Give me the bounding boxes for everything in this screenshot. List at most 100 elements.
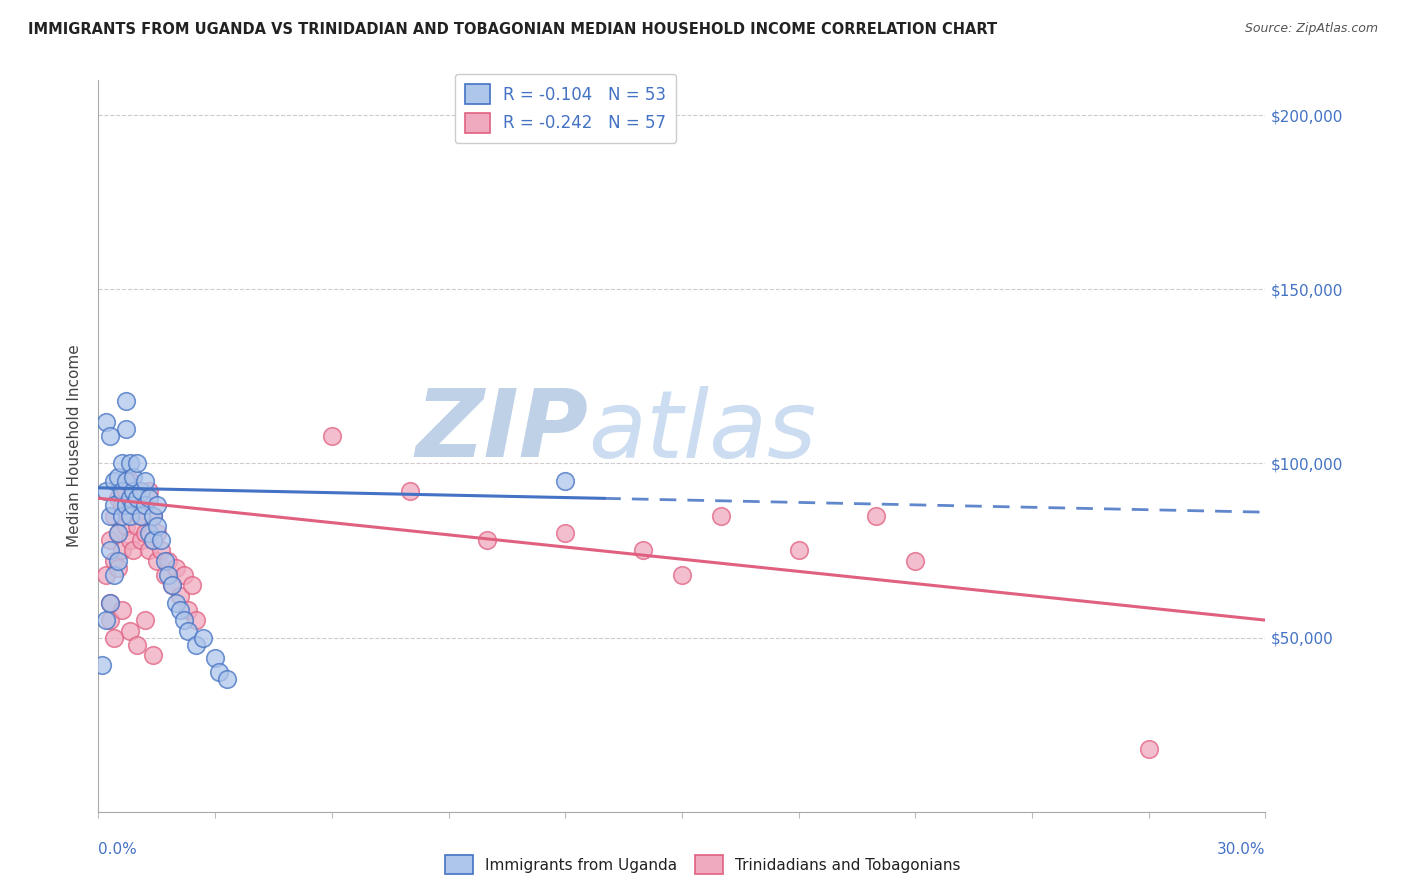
Point xyxy=(165,561,187,575)
Point xyxy=(710,508,733,523)
Point xyxy=(107,554,129,568)
Point xyxy=(96,613,118,627)
Point xyxy=(98,533,121,547)
Point xyxy=(142,533,165,547)
Point xyxy=(787,543,810,558)
Point xyxy=(118,624,141,638)
Text: 30.0%: 30.0% xyxy=(1218,842,1265,857)
Point xyxy=(177,624,200,638)
Point xyxy=(146,498,169,512)
Point xyxy=(122,470,145,484)
Point xyxy=(103,474,125,488)
Point xyxy=(118,457,141,471)
Point xyxy=(107,526,129,541)
Text: IMMIGRANTS FROM UGANDA VS TRINIDADIAN AND TOBAGONIAN MEDIAN HOUSEHOLD INCOME COR: IMMIGRANTS FROM UGANDA VS TRINIDADIAN AN… xyxy=(28,22,997,37)
Point xyxy=(165,596,187,610)
Point xyxy=(111,498,134,512)
Point xyxy=(146,519,169,533)
Point xyxy=(118,505,141,519)
Point xyxy=(398,484,420,499)
Point xyxy=(1137,742,1160,756)
Point xyxy=(134,526,156,541)
Point xyxy=(127,457,149,471)
Point xyxy=(184,613,207,627)
Point xyxy=(146,554,169,568)
Point xyxy=(111,457,134,471)
Point xyxy=(103,554,125,568)
Point xyxy=(153,554,176,568)
Point xyxy=(118,508,141,523)
Point xyxy=(111,484,134,499)
Point xyxy=(129,508,152,523)
Point xyxy=(107,561,129,575)
Y-axis label: Median Household Income: Median Household Income xyxy=(67,344,83,548)
Point xyxy=(177,603,200,617)
Point xyxy=(208,665,231,680)
Point xyxy=(98,508,121,523)
Point xyxy=(114,498,136,512)
Point xyxy=(204,651,226,665)
Point xyxy=(111,543,134,558)
Point xyxy=(127,638,149,652)
Point xyxy=(142,533,165,547)
Point xyxy=(138,543,160,558)
Point xyxy=(114,474,136,488)
Point xyxy=(96,415,118,429)
Point xyxy=(169,603,191,617)
Point xyxy=(111,508,134,523)
Point xyxy=(149,533,172,547)
Text: 0.0%: 0.0% xyxy=(98,842,138,857)
Point xyxy=(321,428,343,442)
Point xyxy=(554,526,576,541)
Point xyxy=(142,648,165,662)
Point xyxy=(134,498,156,512)
Point xyxy=(157,554,180,568)
Point xyxy=(98,596,121,610)
Point xyxy=(193,631,215,645)
Point xyxy=(98,428,121,442)
Point xyxy=(114,484,136,499)
Point xyxy=(118,533,141,547)
Point xyxy=(127,491,149,506)
Point xyxy=(153,567,176,582)
Point xyxy=(122,498,145,512)
Point xyxy=(142,508,165,523)
Point xyxy=(134,613,156,627)
Point xyxy=(215,673,238,687)
Point xyxy=(554,474,576,488)
Point xyxy=(103,508,125,523)
Point xyxy=(122,498,145,512)
Point xyxy=(129,484,152,499)
Point xyxy=(142,508,165,523)
Text: Source: ZipAtlas.com: Source: ZipAtlas.com xyxy=(1244,22,1378,36)
Point xyxy=(114,519,136,533)
Point xyxy=(98,543,121,558)
Point xyxy=(904,554,927,568)
Point xyxy=(98,596,121,610)
Point xyxy=(865,508,887,523)
Text: ZIP: ZIP xyxy=(416,385,589,477)
Legend: Immigrants from Uganda, Trinidadians and Tobagonians: Immigrants from Uganda, Trinidadians and… xyxy=(439,849,967,880)
Point xyxy=(122,484,145,499)
Point xyxy=(107,491,129,506)
Point xyxy=(96,484,118,499)
Point xyxy=(122,543,145,558)
Point xyxy=(162,578,184,592)
Point xyxy=(180,578,202,592)
Point xyxy=(671,567,693,582)
Point xyxy=(138,491,160,506)
Point xyxy=(129,533,152,547)
Point xyxy=(134,474,156,488)
Point xyxy=(127,519,149,533)
Point xyxy=(118,474,141,488)
Point xyxy=(103,631,125,645)
Point xyxy=(184,638,207,652)
Point xyxy=(114,393,136,408)
Point xyxy=(138,484,160,499)
Point xyxy=(96,567,118,582)
Point xyxy=(111,603,134,617)
Point xyxy=(631,543,654,558)
Point xyxy=(98,613,121,627)
Point xyxy=(169,589,191,603)
Legend: R = -0.104   N = 53, R = -0.242   N = 57: R = -0.104 N = 53, R = -0.242 N = 57 xyxy=(454,74,676,143)
